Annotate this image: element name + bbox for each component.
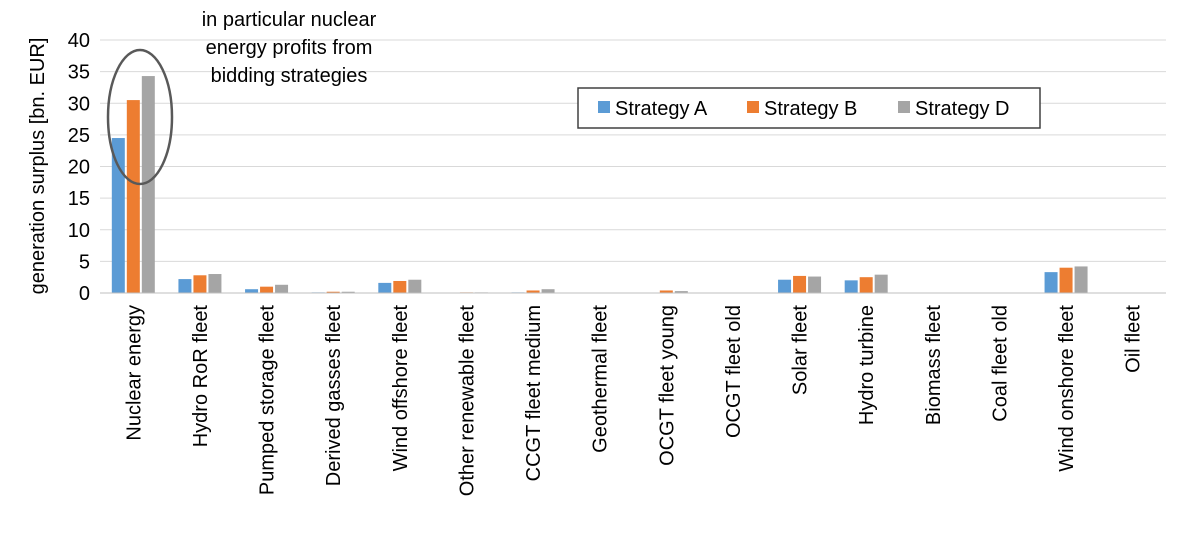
bars	[111, 76, 1088, 294]
bar-strategy-b	[1059, 267, 1073, 293]
y-axis-label: generation surplus [bn. EUR]	[27, 38, 49, 295]
bar-strategy-b	[260, 286, 274, 293]
bar-strategy-b	[393, 280, 407, 293]
legend-label: Strategy A	[615, 98, 708, 120]
bar-strategy-b	[659, 290, 673, 293]
y-tick-label: 15	[68, 188, 90, 210]
x-tick-label: CCGT fleet medium	[523, 305, 545, 481]
y-tick-label: 20	[68, 157, 90, 179]
x-tick-label: Oil fleet	[1123, 305, 1145, 373]
x-tick-label: Solar fleet	[790, 305, 812, 395]
bar-strategy-b	[526, 290, 540, 293]
annotation-text: bidding strategies	[211, 65, 368, 87]
annotation-text: in particular nuclear	[202, 9, 377, 31]
annotation: in particular nuclear energy profits from…	[106, 9, 377, 186]
bar-strategy-d	[208, 274, 222, 293]
y-tick-label: 30	[68, 93, 90, 115]
bar-strategy-d	[874, 274, 888, 293]
x-tick-label: Derived gasses fleet	[323, 305, 345, 487]
legend-swatch	[747, 101, 759, 113]
bar-strategy-a	[245, 289, 259, 293]
bar-strategy-d	[808, 276, 822, 293]
bar-strategy-a	[111, 138, 125, 293]
x-tick-label: OCGT fleet young	[656, 305, 678, 466]
legend: Strategy A Strategy B Strategy D	[577, 87, 1041, 129]
y-tick-label: 25	[68, 125, 90, 147]
bar-strategy-d	[408, 279, 422, 293]
y-tick-label: 10	[68, 220, 90, 242]
axes: 0 5 10 15 20 25 30 35 40 Nuclear energy Hydro RoR …	[68, 30, 1166, 496]
x-tick-label: OCGT fleet old	[723, 305, 745, 438]
bar-strategy-b	[126, 100, 140, 294]
legend-box	[577, 87, 1041, 129]
y-tick-label: 5	[79, 251, 90, 273]
y-tick-label: 35	[68, 62, 90, 84]
x-tick-label: Coal fleet old	[989, 305, 1011, 422]
highlight-ellipse	[106, 48, 174, 186]
bar-strategy-d	[341, 291, 355, 293]
x-tick-label: Other renewable fleet	[456, 305, 478, 497]
legend-swatch	[598, 101, 610, 113]
bar-strategy-b	[859, 277, 873, 293]
legend-label: Strategy D	[915, 98, 1009, 120]
x-tick-label: Geothermal fleet	[590, 305, 612, 453]
x-tick-label: Nuclear energy	[123, 305, 145, 441]
bar-strategy-a	[844, 280, 858, 293]
x-tick-label: Hydro RoR fleet	[190, 305, 212, 448]
bar-strategy-b	[193, 275, 207, 293]
x-tick-label: Pumped storage fleet	[257, 305, 279, 496]
x-tick-label: Wind onshore fleet	[1056, 305, 1078, 472]
bar-strategy-d	[541, 289, 555, 293]
legend-label: Strategy B	[764, 98, 857, 120]
x-tick-label: Wind offshore fleet	[390, 305, 412, 472]
bar-strategy-a	[178, 279, 192, 293]
annotation-text: energy profits from	[206, 37, 373, 59]
x-tick-label: Hydro turbine	[856, 305, 878, 425]
bar-strategy-d	[1074, 266, 1088, 293]
bar-strategy-b	[326, 291, 340, 293]
legend-swatch	[898, 101, 910, 113]
bar-strategy-a	[778, 279, 792, 293]
y-tick-label: 40	[68, 30, 90, 52]
bar-strategy-d	[141, 76, 155, 294]
y-tick-label: 0	[79, 283, 90, 305]
bar-strategy-d	[275, 284, 289, 293]
x-tick-label: Biomass fleet	[923, 305, 945, 425]
bar-strategy-a	[378, 282, 392, 293]
bar-strategy-a	[1044, 272, 1058, 293]
bar-strategy-d	[674, 291, 688, 293]
bar-strategy-b	[793, 275, 807, 293]
